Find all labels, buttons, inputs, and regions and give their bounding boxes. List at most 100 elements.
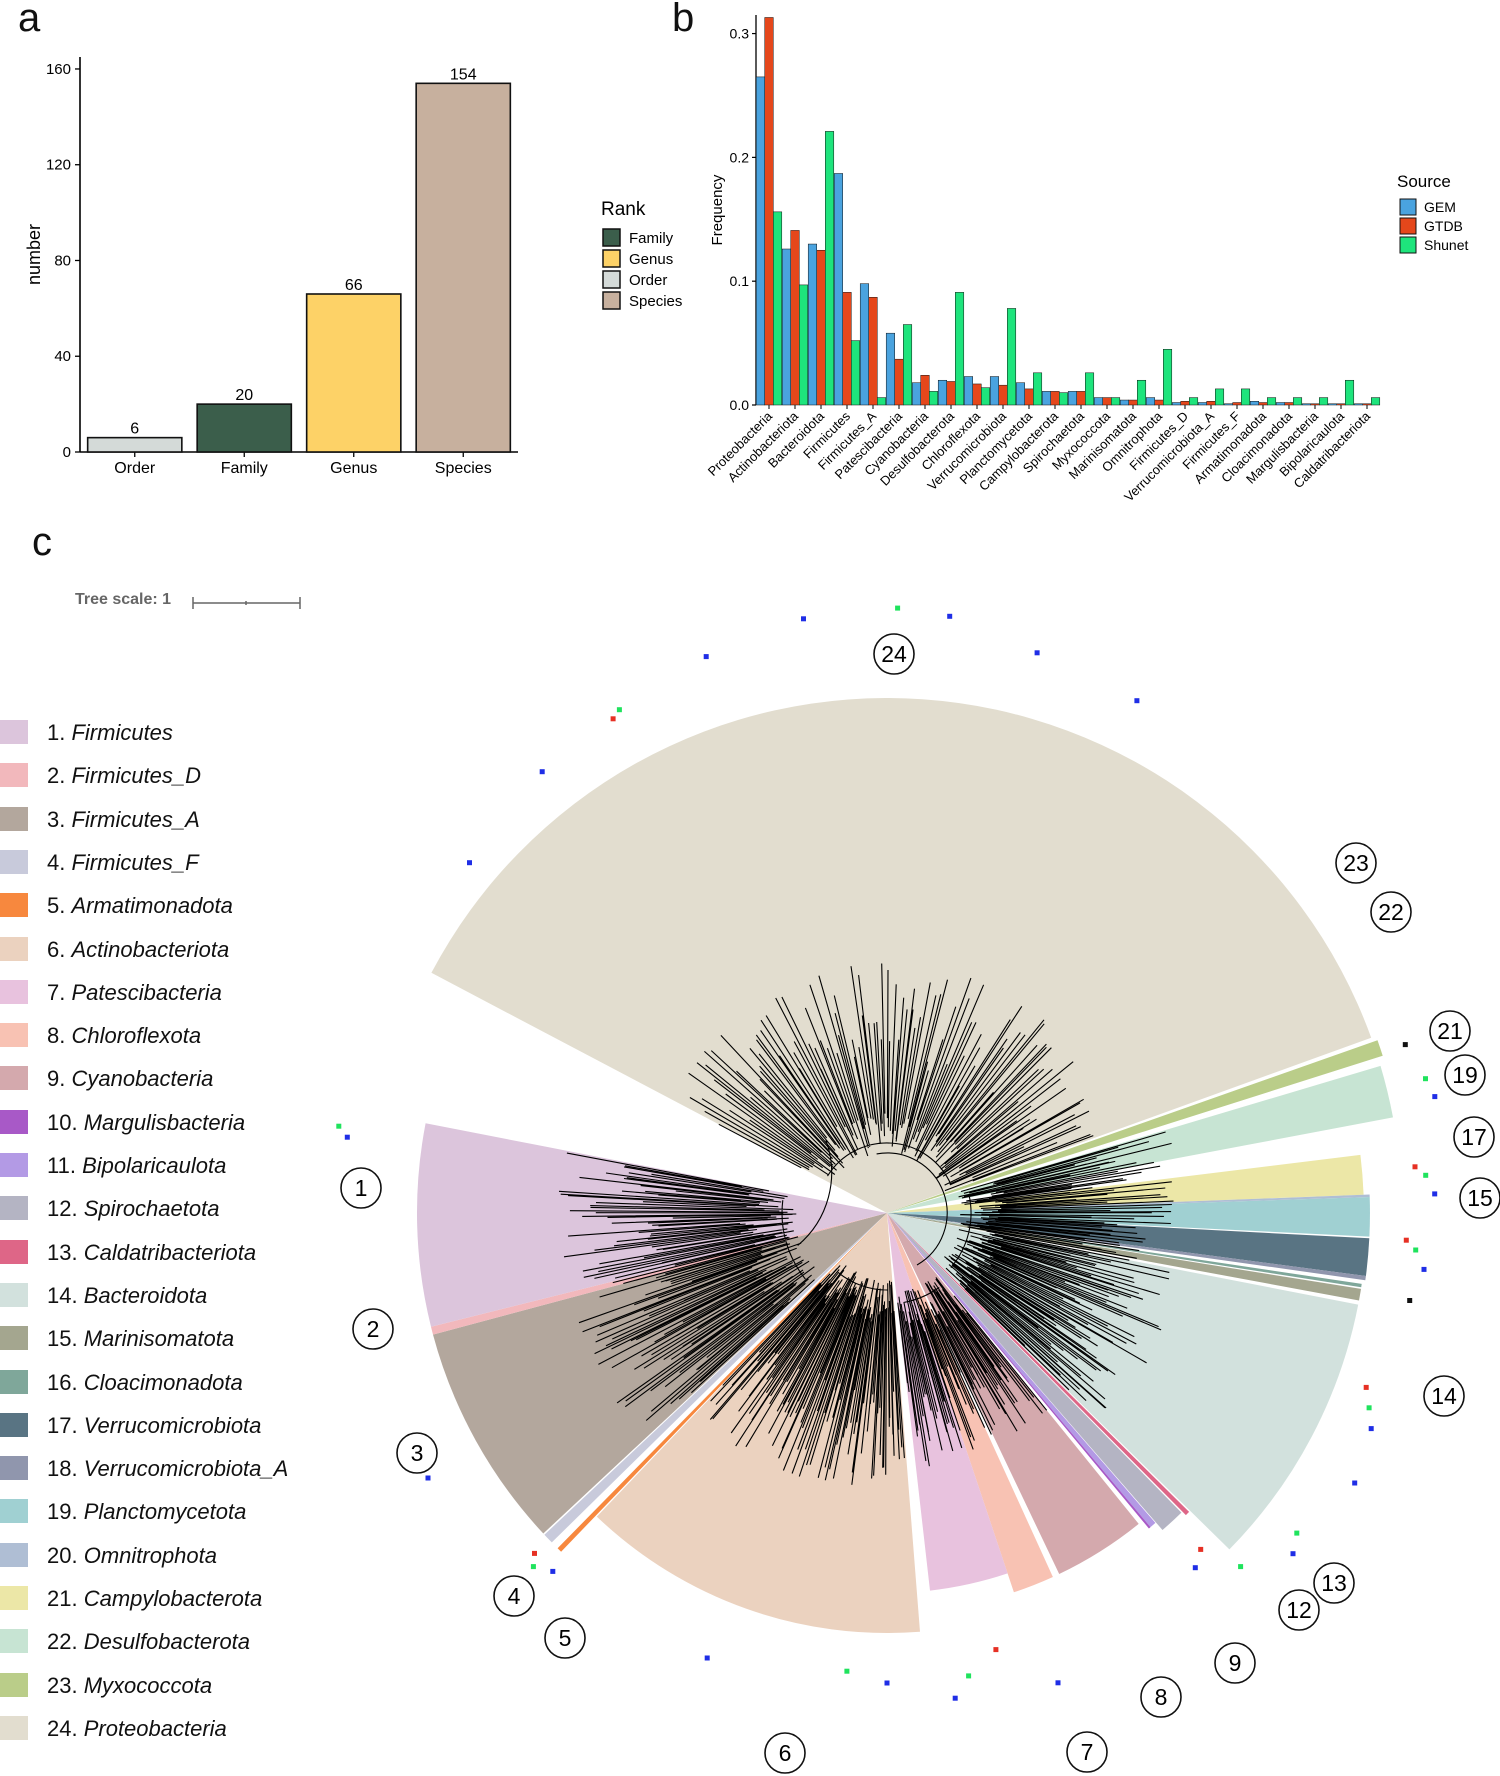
clade-wedge-5 [557,1213,887,1552]
legend-item: 3. Firmicutes_A [0,803,330,837]
clade-wedge-13 [887,1213,1190,1516]
tip-marker [425,1475,431,1481]
legend-label: 14. Bacteroidota [47,1283,207,1309]
chart-a-legend: Rank Family Genus Order Species [601,199,682,310]
legend-name: Marinisomatota [83,1326,235,1352]
legend-label: 8. Chloroflexota [47,1023,201,1049]
tip-marker [1134,698,1140,704]
legend-label: Family [629,230,674,247]
legend-number: 5. [47,893,72,919]
legend-swatch [0,1282,28,1307]
legend-number: 2. [47,763,72,789]
source-frequency-bar-chart: 0.00.10.20.3FrequencyProteobacteriaActin… [705,15,1468,504]
legend-swatch [0,1542,28,1567]
clade-label-23: 23 [1335,842,1377,884]
legend-number: 1. [47,720,72,745]
legend-swatch [0,1196,28,1221]
tip-marker [884,1680,890,1686]
bar-shunet [1345,379,1355,406]
legend-name: Spirochaetota [83,1196,220,1222]
bar-gem [1197,402,1207,406]
tree-branch-lines [558,963,1174,1485]
bar-genus [305,293,402,453]
bar-gem [1067,391,1077,406]
bar-shunet [851,340,861,406]
panel-label-b: b [672,0,695,40]
legend-label: 6. Actinobacteriota [47,937,229,963]
legend-label: 19. Planctomycetota [47,1499,246,1525]
bar-value-label: 20 [235,387,253,404]
legend-name: Myxococcota [83,1672,213,1698]
legend-number: 22. [47,1629,84,1655]
x-tick-label: Species [435,460,492,477]
bar-gem [1275,402,1285,406]
clade-label-3: 3 [396,1432,438,1474]
legend-number: 10. [47,1109,84,1135]
bar-gtdb [1180,401,1190,406]
panel-label-a: a [18,0,41,40]
legend-label: 21. Campylobacterota [47,1586,262,1612]
legend-label: 12. Spirochaetota [47,1196,219,1222]
legend-label: 16. Cloacimonadota [47,1370,243,1396]
legend-label: Species [629,293,682,310]
clade-label-2: 2 [352,1308,394,1350]
y-tick-label: 80 [54,252,71,269]
legend-number: 17. [47,1412,84,1438]
legend-label: 4. Firmicutes_F [47,850,199,876]
legend-item: 17. Verrucomicrobiota [0,1409,330,1443]
bar-gtdb [868,297,878,406]
legend-number: 23. [47,1672,84,1698]
bar-gem [1093,397,1103,406]
bar-shunet [1215,388,1225,406]
legend-swatch [0,1629,28,1654]
clade-wedge-21 [887,1154,1364,1213]
legend-number: 11. [47,1153,83,1178]
clade-label-9: 9 [1214,1642,1256,1684]
legend-name: Campylobacterota [83,1586,263,1611]
clade-label-24: 24 [873,633,915,675]
legend-name: Caldatribacteriota [83,1239,257,1265]
bar-gtdb [1154,399,1164,406]
legend-number: 9. [47,1066,72,1092]
bar-gtdb [1284,402,1294,406]
bar-shunet [1189,397,1199,406]
chart-a-bars: 6 20 66 154 [86,66,512,453]
tip-marker [1421,1266,1427,1272]
bar-gem [1171,402,1181,406]
clade-label-text: 3 [411,1440,424,1466]
bar-shunet [1319,397,1329,406]
bar-gem [885,332,895,406]
y-tick-label: 40 [54,348,71,365]
clade-wedge-14 [887,1213,1359,1550]
clade-label-circle [352,1308,394,1350]
clade-label-5: 5 [544,1617,586,1659]
legend-label: 1. Firmicutes [47,720,173,746]
legend-label: 10. Margulisbacteria [47,1110,245,1136]
tip-marker [336,1123,342,1129]
legend-number: 16. [47,1369,84,1395]
tip-marker [1407,1298,1413,1303]
bar-gtdb [790,230,800,406]
bar-gtdb [1310,403,1320,406]
clade-wedge-4 [544,1213,887,1543]
clade-label-circle [340,1167,382,1209]
legend-label: 22. Desulfobacterota [47,1629,250,1655]
bar-gem [1327,403,1337,406]
legend-name: Patescibacteria [71,979,222,1005]
clade-label-text: 2 [367,1316,380,1342]
bar-order [86,436,183,453]
legend-label: GTDB [1424,218,1463,234]
bar-shunet [1371,397,1381,406]
legend-name: Omnitrophota [83,1542,217,1568]
clade-wedge-22 [887,1065,1393,1213]
clade-label-text: 24 [881,641,907,667]
clade-label-circle [493,1575,535,1617]
tip-marker [356,1322,362,1328]
legend-label: 9. Cyanobacteria [47,1066,213,1092]
bar-gem [989,376,999,406]
legend-name: Chloroflexota [71,1023,202,1049]
legend-name: Firmicutes_A [71,806,200,832]
legend-name: Firmicutes_F [71,849,199,875]
y-tick-label: 0.0 [730,397,750,413]
legend-number: 6. [47,936,72,962]
